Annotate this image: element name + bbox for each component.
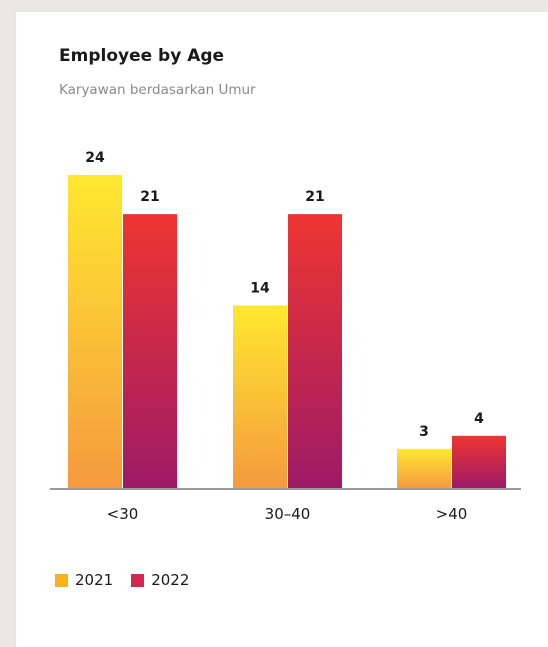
legend: 2021 2022 xyxy=(55,571,207,589)
legend-swatch-2022 xyxy=(131,573,145,587)
bar-2021-1 xyxy=(233,305,287,488)
value-label-2022-1: 21 xyxy=(305,189,324,205)
value-label-2021-0: 24 xyxy=(85,150,105,166)
value-label-2022-0: 21 xyxy=(140,189,159,205)
legend-label-2022: 2022 xyxy=(151,571,190,589)
legend-label-2021: 2021 xyxy=(75,571,114,589)
x-tick-label-2: >40 xyxy=(436,505,468,523)
legend-swatch-2021 xyxy=(55,573,68,587)
x-tick-label-1: 30–40 xyxy=(265,505,311,523)
legend-item-2022: 2022 xyxy=(131,571,189,589)
bar-2022-0 xyxy=(123,214,177,488)
value-label-2021-1: 14 xyxy=(250,280,270,296)
tick-labels-group: <30 30–40 >40 xyxy=(107,505,468,523)
bar-2022-2 xyxy=(452,435,506,488)
x-tick-label-0: <30 xyxy=(107,505,139,523)
value-label-2021-2: 3 xyxy=(419,424,429,440)
bar-2021-0 xyxy=(68,175,122,488)
bar-chart: 24 21 14 21 3 4 <30 30–40 >40 xyxy=(50,150,521,523)
chart-title: Employee by Age xyxy=(59,46,225,66)
value-label-2022-2: 4 xyxy=(474,411,484,427)
bar-2022-1 xyxy=(288,214,342,488)
legend-item-2021: 2021 xyxy=(55,571,113,589)
chart-subtitle: Karyawan berdasarkan Umur xyxy=(59,82,256,98)
chart-card: Employee by Age Karyawan berdasarkan Umu… xyxy=(16,12,548,647)
bars-group xyxy=(68,175,506,488)
bar-2021-2 xyxy=(397,448,451,488)
value-labels-group: 24 21 14 21 3 4 xyxy=(85,150,484,440)
